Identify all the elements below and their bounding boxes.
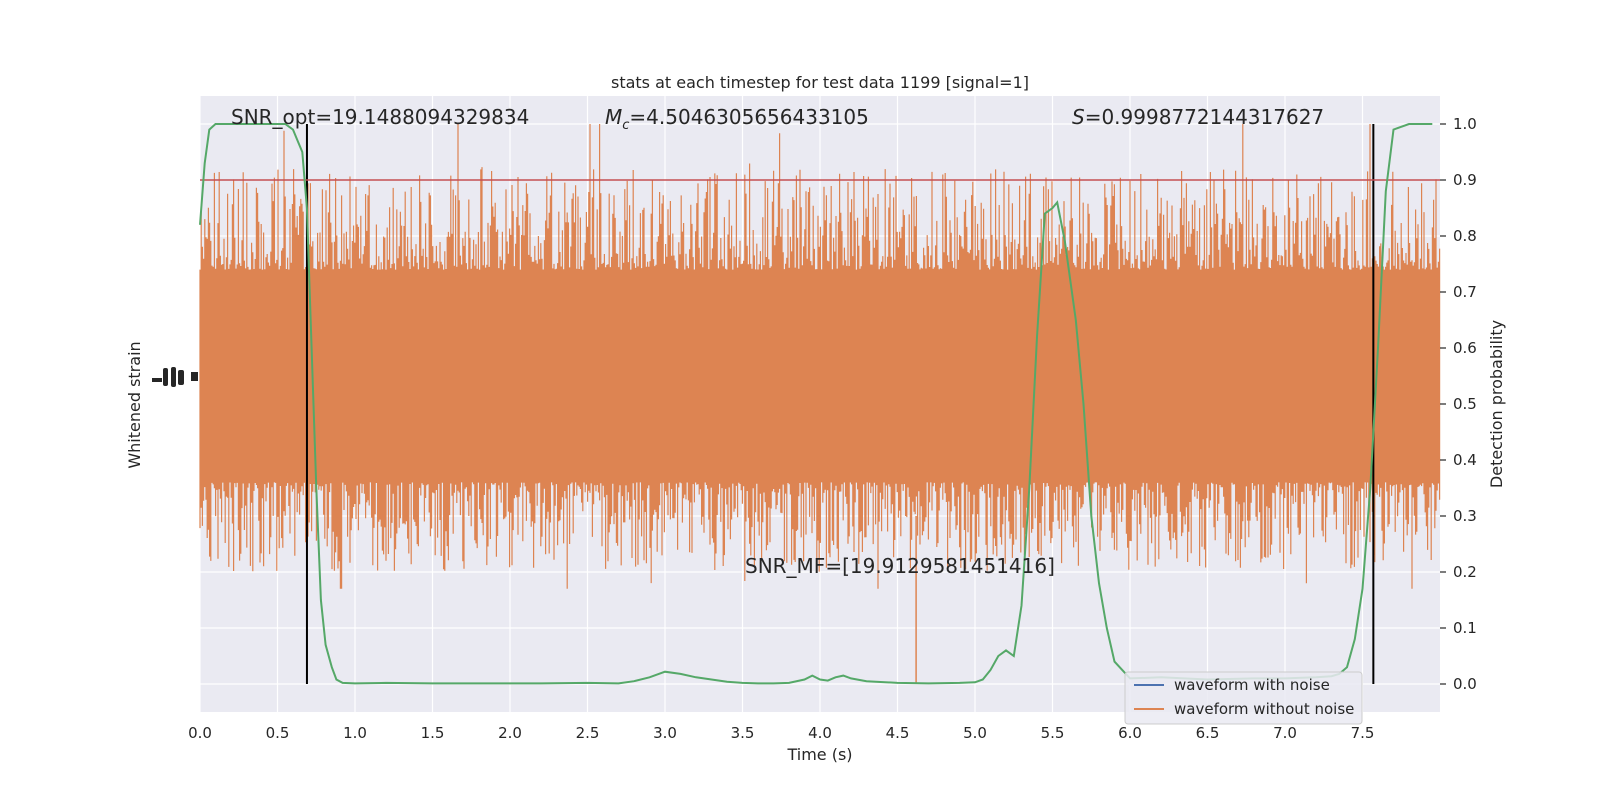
chart-title: stats at each timestep for test data 119… [611, 73, 1029, 92]
x-tick-label-1: 0.5 [266, 724, 290, 742]
x-tick-label-7: 3.5 [731, 724, 755, 742]
y-right-tick-label-2: 0.2 [1453, 563, 1477, 581]
y-right-tick-label-1: 0.1 [1453, 619, 1477, 637]
y-right-tick-label-0: 0.0 [1453, 675, 1477, 693]
y-axis-left-label: Whitened strain [125, 341, 144, 468]
x-tick-label-8: 4.0 [808, 724, 832, 742]
y-right-tick-label-7: 0.7 [1453, 283, 1477, 301]
y-axis-right-label: Detection probability [1487, 320, 1506, 488]
annotation-chirp-mass: Mc=4.5046305656433105 [605, 105, 869, 133]
x-tick-label-0: 0.0 [188, 724, 212, 742]
x-axis-ticks: 0.0 0.5 1.0 1.5 2.0 2.5 3.0 3.5 4.0 4.5 5.0 5.5 6.0 6… [188, 724, 1374, 742]
annotation-snr-opt: SNR_opt=19.1488094329834 [231, 105, 529, 129]
noise-spikes [199, 124, 1441, 589]
legend-label-without-noise: waveform without noise [1174, 700, 1354, 718]
x-tick-label-6: 3.0 [653, 724, 677, 742]
series-waveform-without-noise [199, 124, 1441, 684]
x-axis-label: Time (s) [786, 745, 852, 764]
y-right-tick-label-6: 0.6 [1453, 339, 1477, 357]
y-right-tick-label-10: 1.0 [1453, 115, 1477, 133]
y-right-tick-label-9: 0.9 [1453, 171, 1477, 189]
x-tick-label-10: 5.0 [963, 724, 987, 742]
y-right-tick-label-8: 0.8 [1453, 227, 1477, 245]
y-axis-right-ticks: 0.0 0.1 0.2 0.3 0.4 0.5 0.6 0.7 0.8 0.9 1.0 [1440, 115, 1477, 693]
annotation-s-value: S=0.9998772144317627 [1072, 105, 1324, 129]
legend-label-with-noise: waveform with noise [1174, 676, 1330, 694]
legend: waveform with noise waveform without noi… [1124, 671, 1363, 725]
x-tick-label-5: 2.5 [576, 724, 600, 742]
x-tick-label-12: 6.0 [1118, 724, 1142, 742]
x-tick-label-15: 7.5 [1351, 724, 1375, 742]
x-tick-label-11: 5.5 [1041, 724, 1065, 742]
y-right-tick-label-3: 0.3 [1453, 507, 1477, 525]
left-axis-tick-clutter [152, 367, 198, 387]
x-tick-label-3: 1.5 [421, 724, 445, 742]
x-tick-label-14: 7.0 [1273, 724, 1297, 742]
x-tick-label-2: 1.0 [343, 724, 367, 742]
y-right-tick-label-5: 0.5 [1453, 395, 1477, 413]
x-tick-label-13: 6.5 [1196, 724, 1220, 742]
x-tick-label-4: 2.0 [498, 724, 522, 742]
x-tick-label-9: 4.5 [886, 724, 910, 742]
y-right-tick-label-4: 0.4 [1453, 451, 1477, 469]
annotation-snr-mf: SNR_MF=[19.9129581451416] [745, 554, 1055, 578]
